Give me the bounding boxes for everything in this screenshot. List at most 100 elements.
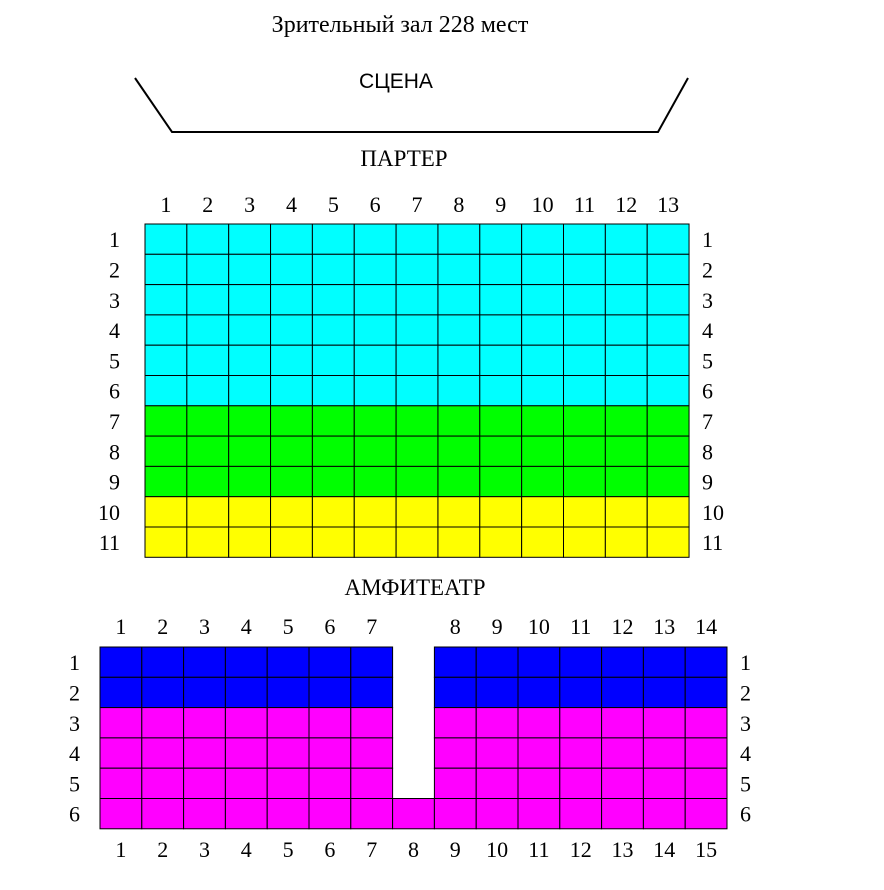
parter-seat-r11-s2[interactable] [186,526,230,558]
amfiteatr-seat-r3-s13[interactable] [642,707,686,739]
parter-seat-r2-s6[interactable] [353,253,397,286]
parter-seat-r3-s4[interactable] [270,284,313,316]
parter-seat-r1-s13[interactable] [646,223,690,255]
amfiteatr-seat-r6-s12[interactable] [559,798,603,830]
parter-seat-r3-s7[interactable] [395,284,439,316]
parter-seat-r9-s12[interactable] [604,465,648,498]
parter-seat-r7-s7[interactable] [395,405,439,437]
parter-seat-r9-s7[interactable] [395,465,439,498]
parter-seat-r1-s2[interactable] [186,223,230,255]
parter-seat-r7-s13[interactable] [646,405,690,437]
parter-seat-r3-s3[interactable] [228,284,272,316]
parter-seat-r3-s8[interactable] [437,284,481,316]
amfiteatr-seat-r1-s1[interactable] [99,646,143,678]
amfiteatr-seat-r6-s1[interactable] [99,798,143,830]
parter-seat-r10-s4[interactable] [270,496,313,528]
amfiteatr-seat-r1-s3[interactable] [183,646,226,678]
amfiteatr-seat-r6-s15[interactable] [684,798,728,830]
amfiteatr-seat-r2-s1[interactable] [99,676,143,709]
parter-seat-r8-s7[interactable] [395,435,439,467]
amfiteatr-seat-r3-s3[interactable] [183,707,226,739]
parter-seat-r11-s6[interactable] [353,526,397,558]
parter-seat-r3-s1[interactable] [144,284,188,316]
parter-seat-r3-s10[interactable] [521,284,565,316]
amfiteatr-seat-r2-s13[interactable] [642,676,686,709]
parter-seat-r9-s8[interactable] [437,465,481,498]
parter-seat-r10-s1[interactable] [144,496,188,528]
parter-seat-r3-s5[interactable] [311,284,355,316]
parter-seat-r8-s3[interactable] [228,435,272,467]
amfiteatr-seat-r6-s4[interactable] [224,798,268,830]
parter-seat-r11-s8[interactable] [437,526,481,558]
parter-seat-r11-s1[interactable] [144,526,188,558]
parter-seat-r4-s5[interactable] [311,314,355,346]
parter-seat-r4-s11[interactable] [563,314,606,346]
parter-seat-r1-s3[interactable] [228,223,272,255]
parter-seat-r7-s9[interactable] [479,405,523,437]
parter-seat-r5-s11[interactable] [563,344,606,377]
amfiteatr-seat-r5-s1[interactable] [99,767,143,800]
amfiteatr-seat-r2-s6[interactable] [308,676,352,709]
parter-seat-r5-s2[interactable] [186,344,230,377]
parter-seat-r7-s8[interactable] [437,405,481,437]
parter-seat-r2-s9[interactable] [479,253,523,286]
amfiteatr-seat-r3-s1[interactable] [99,707,143,739]
amfiteatr-seat-r3-s12[interactable] [601,707,644,739]
amfiteatr-seat-r3-s4[interactable] [224,707,268,739]
amfiteatr-seat-r2-s5[interactable] [266,676,310,709]
amfiteatr-seat-r2-s14[interactable] [684,676,728,709]
parter-seat-r8-s1[interactable] [144,435,188,467]
amfiteatr-seat-r3-s10[interactable] [517,707,561,739]
parter-seat-r1-s8[interactable] [437,223,481,255]
parter-seat-r8-s9[interactable] [479,435,523,467]
amfiteatr-seat-r4-s6[interactable] [308,737,352,769]
amfiteatr-seat-r2-s7[interactable] [350,676,394,709]
amfiteatr-seat-r2-s12[interactable] [601,676,644,709]
parter-seat-r6-s13[interactable] [646,375,690,407]
amfiteatr-seat-r4-s13[interactable] [642,737,686,769]
parter-seat-r9-s11[interactable] [563,465,606,498]
amfiteatr-seat-r5-s4[interactable] [224,767,268,800]
parter-seat-r8-s10[interactable] [521,435,565,467]
amfiteatr-seat-r1-s5[interactable] [266,646,310,678]
amfiteatr-seat-r6-s8[interactable] [392,798,435,830]
amfiteatr-seat-r4-s14[interactable] [684,737,728,769]
parter-seat-r7-s10[interactable] [521,405,565,437]
parter-seat-r10-s3[interactable] [228,496,272,528]
parter-seat-r4-s4[interactable] [270,314,313,346]
parter-seat-r4-s12[interactable] [604,314,648,346]
parter-seat-r7-s1[interactable] [144,405,188,437]
parter-seat-r8-s11[interactable] [563,435,606,467]
parter-seat-r5-s13[interactable] [646,344,690,377]
parter-seat-r8-s13[interactable] [646,435,690,467]
amfiteatr-seat-r2-s2[interactable] [141,676,185,709]
parter-seat-r11-s11[interactable] [563,526,606,558]
parter-seat-r6-s6[interactable] [353,375,397,407]
parter-seat-r10-s2[interactable] [186,496,230,528]
parter-seat-r2-s1[interactable] [144,253,188,286]
amfiteatr-seat-r6-s14[interactable] [642,798,686,830]
parter-seat-r2-s12[interactable] [604,253,648,286]
parter-seat-r10-s5[interactable] [311,496,355,528]
amfiteatr-seat-r5-s2[interactable] [141,767,185,800]
parter-seat-r5-s3[interactable] [228,344,272,377]
parter-seat-r4-s10[interactable] [521,314,565,346]
parter-seat-r9-s9[interactable] [479,465,523,498]
parter-seat-r1-s5[interactable] [311,223,355,255]
amfiteatr-seat-r5-s11[interactable] [559,767,603,800]
parter-seat-r1-s7[interactable] [395,223,439,255]
parter-seat-r4-s2[interactable] [186,314,230,346]
amfiteatr-seat-r5-s7[interactable] [350,767,394,800]
parter-seat-r7-s3[interactable] [228,405,272,437]
amfiteatr-seat-r3-s11[interactable] [559,707,603,739]
amfiteatr-seat-r6-s6[interactable] [308,798,352,830]
parter-seat-r10-s12[interactable] [604,496,648,528]
amfiteatr-seat-r3-s14[interactable] [684,707,728,739]
parter-seat-r9-s1[interactable] [144,465,188,498]
parter-seat-r1-s4[interactable] [270,223,313,255]
parter-seat-r3-s9[interactable] [479,284,523,316]
amfiteatr-seat-r2-s3[interactable] [183,676,226,709]
amfiteatr-seat-r1-s11[interactable] [559,646,603,678]
amfiteatr-seat-r1-s12[interactable] [601,646,644,678]
parter-seat-r7-s5[interactable] [311,405,355,437]
